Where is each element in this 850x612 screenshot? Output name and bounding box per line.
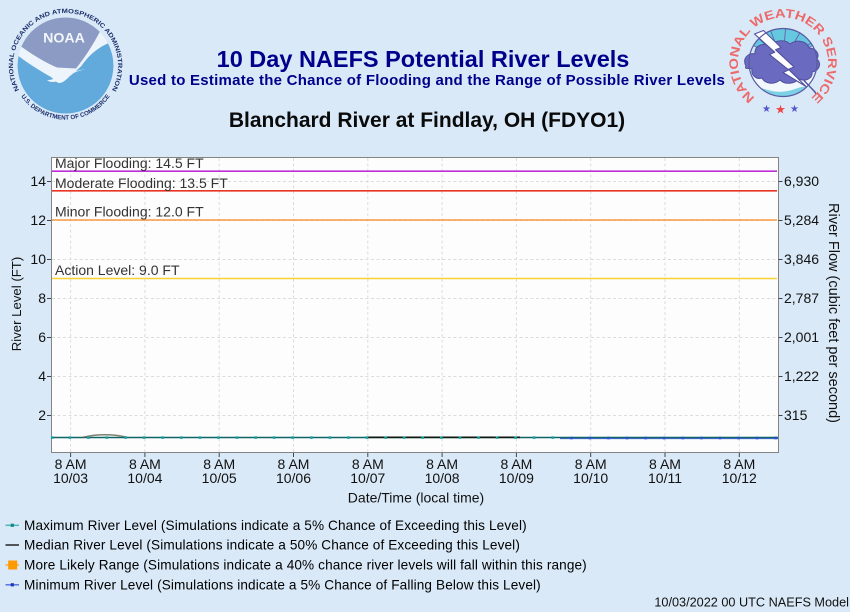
svg-text:8 AM: 8 AM: [500, 456, 532, 472]
svg-text:Maximum River Level (Simulatio: Maximum River Level (Simulations indicat…: [24, 518, 527, 533]
svg-text:★: ★: [790, 104, 799, 115]
svg-text:10/09: 10/09: [499, 470, 534, 486]
svg-text:River Level (FT): River Level (FT): [9, 257, 24, 352]
svg-text:3,846: 3,846: [784, 251, 819, 267]
svg-text:8 AM: 8 AM: [649, 456, 681, 472]
svg-text:8 AM: 8 AM: [575, 456, 607, 472]
svg-text:10/06: 10/06: [276, 470, 311, 486]
svg-text:5,284: 5,284: [784, 212, 819, 228]
svg-text:14: 14: [30, 173, 46, 189]
svg-text:8 AM: 8 AM: [723, 456, 755, 472]
svg-text:10/04: 10/04: [127, 470, 162, 486]
svg-text:10/11: 10/11: [648, 470, 682, 486]
svg-text:2: 2: [38, 407, 46, 423]
svg-text:Median River Level (Simulation: Median River Level (Simulations indicate…: [24, 538, 520, 553]
svg-text:10/05: 10/05: [202, 470, 237, 486]
svg-text:River Flow (cubic feet per sec: River Flow (cubic feet per second): [825, 203, 841, 423]
svg-text:10/12: 10/12: [722, 470, 757, 486]
svg-text:6,930: 6,930: [784, 173, 819, 189]
svg-text:NOAA: NOAA: [43, 31, 85, 47]
svg-text:10: 10: [30, 251, 46, 267]
svg-text:Minimum River Level (Simulatio: Minimum River Level (Simulations indicat…: [24, 577, 541, 592]
svg-text:10/08: 10/08: [425, 470, 460, 486]
svg-text:Minor Flooding: 12.0 FT: Minor Flooding: 12.0 FT: [55, 204, 204, 220]
svg-text:315: 315: [784, 407, 808, 423]
svg-text:8 AM: 8 AM: [352, 456, 384, 472]
svg-text:10/03: 10/03: [53, 470, 88, 486]
svg-text:8: 8: [38, 290, 46, 306]
svg-text:4: 4: [38, 368, 46, 384]
svg-text:8 AM: 8 AM: [426, 456, 458, 472]
svg-text:Major Flooding: 14.5 FT: Major Flooding: 14.5 FT: [55, 155, 204, 171]
svg-text:8 AM: 8 AM: [55, 456, 87, 472]
svg-text:2,001: 2,001: [784, 329, 819, 345]
svg-text:More Likely Range (Simulations: More Likely Range (Simulations indicate …: [24, 558, 587, 573]
svg-text:1,222: 1,222: [784, 368, 819, 384]
svg-text:6: 6: [38, 329, 46, 345]
svg-text:10/03/2022 00 UTC NAEFS Model: 10/03/2022 00 UTC NAEFS Model: [654, 596, 849, 610]
svg-text:8 AM: 8 AM: [278, 456, 310, 472]
svg-text:8 AM: 8 AM: [203, 456, 235, 472]
svg-text:10/07: 10/07: [350, 470, 385, 486]
svg-text:Date/Time (local time): Date/Time (local time): [348, 490, 484, 506]
svg-text:★: ★: [762, 104, 771, 115]
svg-text:Action Level: 9.0 FT: Action Level: 9.0 FT: [55, 262, 180, 278]
svg-text:12: 12: [30, 212, 46, 228]
svg-text:10/10: 10/10: [573, 470, 608, 486]
svg-text:★: ★: [775, 103, 786, 117]
svg-text:8 AM: 8 AM: [129, 456, 161, 472]
svg-text:Moderate Flooding: 13.5 FT: Moderate Flooding: 13.5 FT: [55, 175, 228, 191]
svg-text:2,787: 2,787: [784, 290, 819, 306]
